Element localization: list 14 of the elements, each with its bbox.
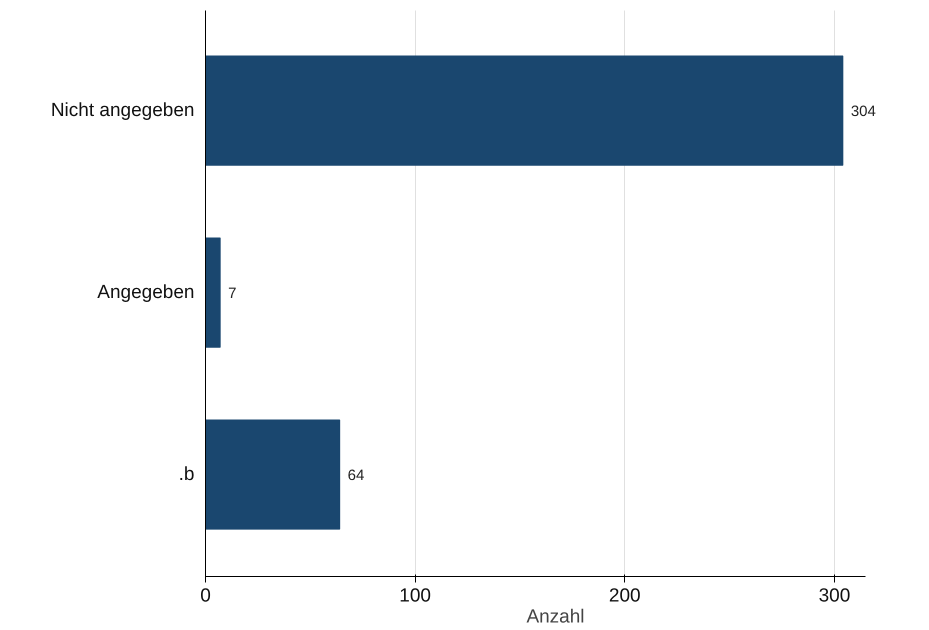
y-tick-label: Nicht angegeben (50, 100, 195, 122)
y-tick-label: .b (178, 464, 195, 486)
data-label: 7 (228, 285, 237, 302)
x-tick-label: 0 (200, 586, 211, 606)
x-tick-label: 200 (608, 586, 641, 606)
bar (206, 56, 844, 166)
x-axis-title: Anzahl (526, 606, 585, 628)
x-tick-label: 300 (818, 586, 850, 606)
x-tick-label: 100 (399, 586, 431, 606)
data-label: 304 (850, 103, 876, 120)
data-label: 64 (348, 467, 364, 484)
y-tick-label: Angegeben (97, 282, 195, 304)
bar (206, 419, 340, 530)
bar (206, 237, 221, 348)
